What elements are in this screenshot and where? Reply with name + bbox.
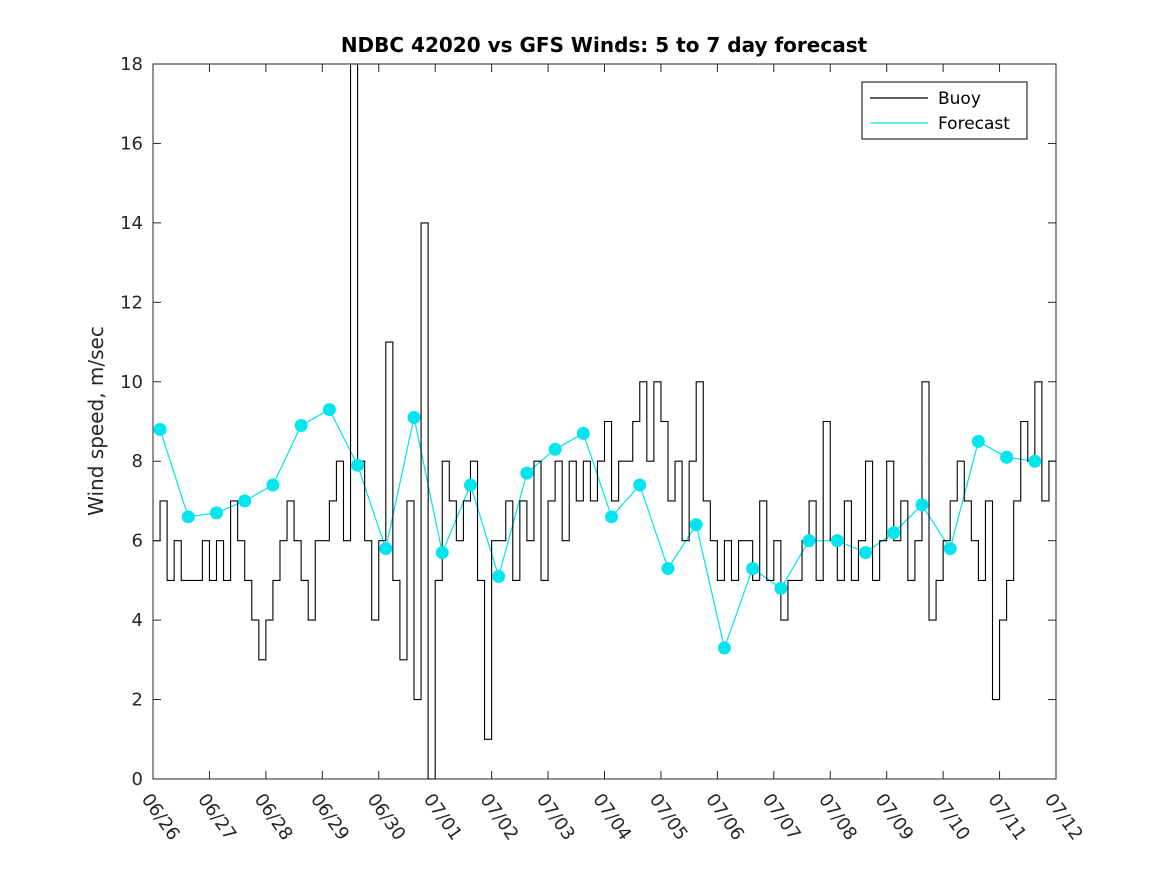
y-tick-label: 16 — [120, 133, 143, 154]
x-tick-label: 07/12 — [1040, 790, 1087, 845]
forecast-point — [717, 641, 731, 655]
x-tick-label: 07/06 — [701, 790, 748, 845]
forecast-point — [887, 526, 901, 540]
forecast-point — [407, 411, 421, 425]
forecast-point — [774, 581, 788, 595]
x-tick-label: 07/04 — [588, 790, 635, 845]
forecast-point — [576, 426, 590, 440]
forecast-point — [181, 510, 195, 524]
forecast-point — [661, 561, 675, 575]
x-tick-label: 07/02 — [476, 790, 523, 845]
x-tick-label: 07/11 — [983, 790, 1030, 845]
legend-box — [861, 81, 1028, 140]
forecast-point — [379, 542, 393, 556]
x-tick-label: 06/28 — [250, 790, 297, 845]
x-tick-label: 06/26 — [137, 790, 184, 845]
forecast-point — [859, 546, 873, 560]
forecast-point — [1000, 450, 1014, 464]
forecast-point — [746, 561, 760, 575]
x-tick-label: 06/29 — [306, 790, 353, 845]
forecast-point — [209, 506, 223, 520]
forecast-point — [1028, 454, 1042, 468]
y-tick-label: 18 — [120, 54, 143, 75]
forecast-point — [689, 518, 703, 532]
y-tick-label: 2 — [132, 690, 143, 711]
x-tick-label: 06/30 — [363, 790, 410, 845]
series-layer — [153, 63, 1056, 780]
y-axis-label: Wind speed, m/sec — [84, 326, 108, 516]
forecast-point — [971, 434, 985, 448]
y-tick-label: 6 — [132, 531, 143, 552]
x-tick-label: 07/10 — [927, 790, 974, 845]
x-tick-label: 07/01 — [419, 790, 466, 845]
y-tick-label: 8 — [132, 451, 143, 472]
forecast-point — [492, 569, 506, 583]
chart-title: NDBC 42020 vs GFS Winds: 5 to 7 day fore… — [341, 33, 868, 57]
forecast-point — [633, 478, 647, 492]
forecast-point — [153, 422, 167, 436]
y-ticks: 0 2 4 6 8 10 12 14 16 18 — [120, 54, 1056, 790]
y-tick-label: 10 — [120, 372, 143, 393]
forecast-point — [266, 478, 280, 492]
x-tick-label: 07/05 — [645, 790, 692, 845]
forecast-point — [802, 534, 816, 548]
forecast-point — [915, 498, 929, 512]
forecast-point — [520, 466, 534, 480]
forecast-point — [463, 478, 477, 492]
legend: Buoy Forecast — [861, 81, 1028, 140]
forecast-point — [605, 510, 619, 524]
forecast-point — [830, 534, 844, 548]
x-tick-label: 07/09 — [871, 790, 918, 845]
x-tick-label: 07/03 — [532, 790, 579, 845]
forecast-point — [943, 542, 957, 556]
x-tick-label: 06/27 — [193, 790, 240, 845]
forecast-point — [351, 458, 365, 472]
y-tick-label: 14 — [120, 213, 143, 234]
legend-entry-forecast: Forecast — [938, 114, 1010, 134]
y-tick-label: 0 — [132, 769, 143, 790]
forecast-point — [548, 442, 562, 456]
legend-entry-buoy: Buoy — [938, 89, 981, 109]
series-line-buoy — [153, 63, 1056, 780]
y-tick-label: 4 — [132, 610, 143, 631]
x-tick-label: 07/07 — [758, 790, 805, 845]
x-tick-label: 07/08 — [814, 790, 861, 845]
forecast-point — [322, 403, 336, 417]
forecast-point — [238, 494, 252, 508]
forecast-point — [294, 418, 308, 432]
y-tick-label: 12 — [120, 292, 143, 313]
forecast-point — [435, 546, 449, 560]
